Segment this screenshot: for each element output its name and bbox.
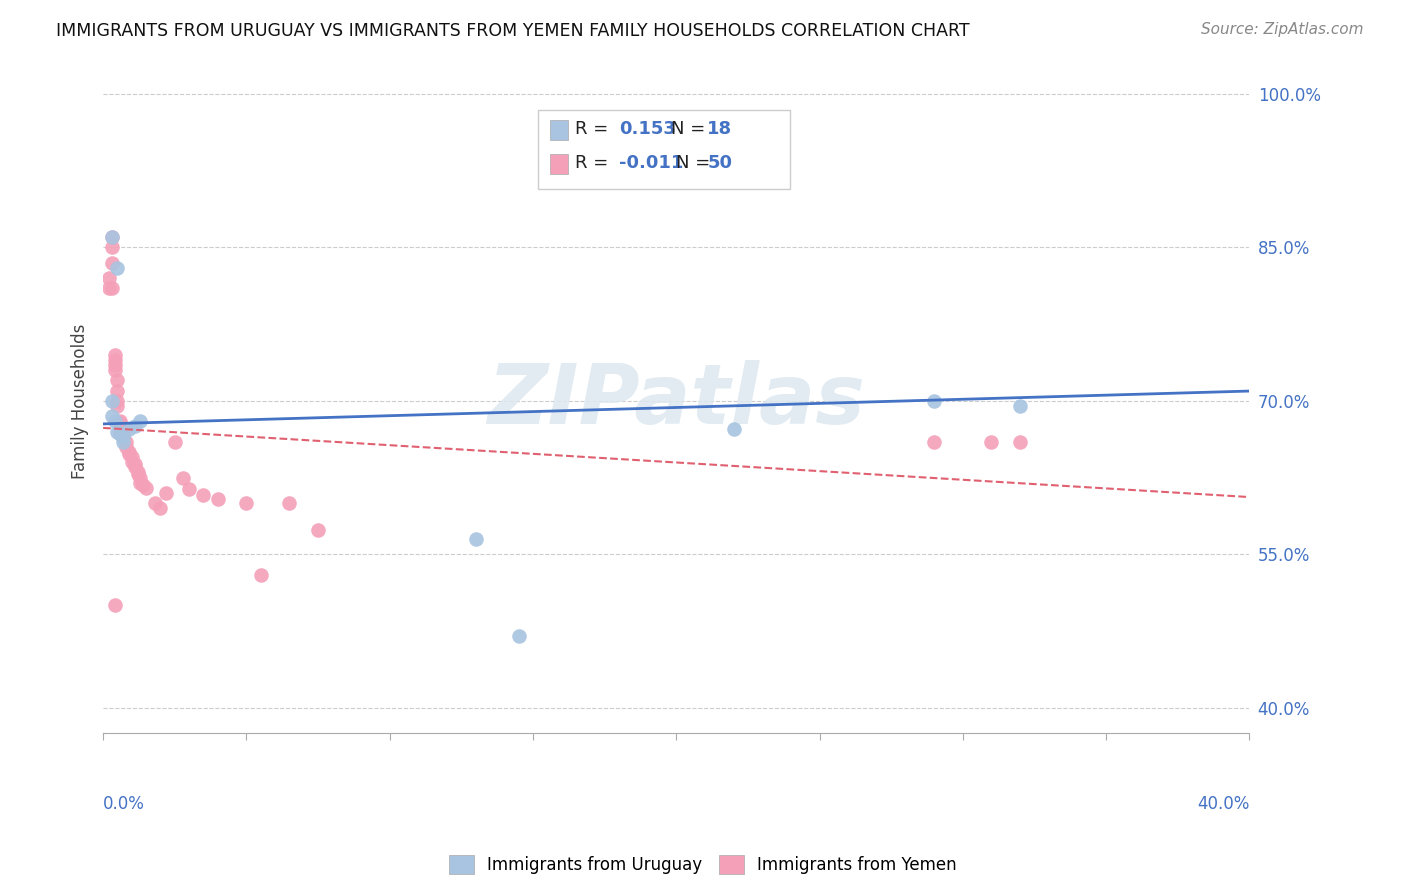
Text: N =: N = (671, 120, 710, 138)
Point (143, 496, 166, 510)
Point (163, 434, 186, 449)
Point (149, 501, 172, 516)
Point (112, 434, 135, 449)
Point (107, 425, 129, 439)
Point (464, 532, 486, 546)
Point (127, 467, 149, 482)
Point (124, 419, 146, 434)
Point (307, 523, 329, 537)
Point (132, 477, 155, 491)
Point (207, 491, 229, 506)
Legend: Immigrants from Uruguay, Immigrants from Yemen: Immigrants from Uruguay, Immigrants from… (444, 850, 962, 880)
Point (112, 426, 135, 441)
Point (100, 281, 122, 295)
Text: ZIPatlas: ZIPatlas (488, 360, 865, 442)
Point (118, 447, 141, 461)
Point (118, 445, 141, 459)
Point (107, 373, 129, 387)
Point (110, 417, 132, 431)
Point (129, 470, 152, 484)
Text: -0.011: -0.011 (619, 154, 683, 172)
Point (124, 457, 146, 471)
Point (104, 358, 127, 372)
Point (104, 353, 127, 368)
Point (112, 429, 135, 443)
Text: R =: R = (575, 120, 614, 138)
Point (172, 470, 194, 484)
Point (100, 230, 122, 244)
Point (110, 421, 132, 435)
Point (110, 425, 132, 439)
Text: IMMIGRANTS FROM URUGUAY VS IMMIGRANTS FROM YEMEN FAMILY HOUSEHOLDS CORRELATION C: IMMIGRANTS FROM URUGUAY VS IMMIGRANTS FR… (56, 22, 970, 40)
Point (121, 455, 143, 469)
Point (980, 434, 1002, 449)
Text: 40.0%: 40.0% (1197, 795, 1250, 813)
Point (922, 393, 945, 408)
Y-axis label: Family Households: Family Households (72, 323, 89, 478)
Point (118, 422, 141, 436)
Point (508, 629, 530, 643)
Point (1010, 399, 1032, 413)
Point (115, 440, 138, 454)
Point (193, 488, 215, 502)
Point (723, 422, 745, 436)
Point (104, 348, 127, 362)
Point (97, 271, 120, 285)
Point (100, 230, 122, 244)
Text: Source: ZipAtlas.com: Source: ZipAtlas.com (1201, 22, 1364, 37)
Point (100, 393, 122, 408)
Point (100, 256, 122, 270)
Point (177, 482, 200, 496)
Point (100, 409, 122, 424)
Point (104, 363, 127, 377)
Point (922, 434, 945, 449)
Text: 50: 50 (707, 154, 733, 172)
Point (127, 466, 149, 480)
Point (110, 426, 132, 441)
Text: 0.0%: 0.0% (103, 795, 145, 813)
Point (107, 260, 129, 275)
Text: N =: N = (676, 154, 716, 172)
Point (278, 496, 301, 510)
Point (155, 486, 177, 500)
Text: R =: R = (575, 154, 614, 172)
Point (112, 429, 135, 443)
Text: 18: 18 (707, 120, 733, 138)
Point (107, 393, 129, 408)
Point (100, 240, 122, 254)
Point (107, 384, 129, 398)
Point (121, 450, 143, 464)
Point (107, 399, 129, 413)
Point (135, 481, 157, 495)
Point (249, 567, 271, 582)
Point (115, 434, 138, 449)
Point (1010, 434, 1032, 449)
Point (129, 475, 152, 490)
Text: 0.153: 0.153 (619, 120, 675, 138)
Point (235, 496, 257, 510)
Point (110, 414, 132, 428)
Point (97, 281, 120, 295)
Point (124, 460, 146, 475)
Point (104, 599, 127, 613)
Point (104, 414, 127, 428)
Point (129, 414, 152, 428)
